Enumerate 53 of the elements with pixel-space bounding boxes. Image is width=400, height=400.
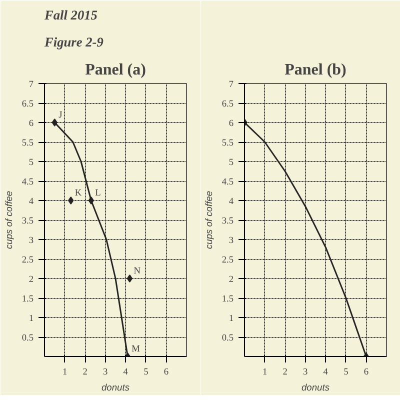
x-tick-label: 5	[344, 368, 349, 378]
y-tick-label: 1	[228, 314, 234, 324]
y-tick-label: 5	[28, 158, 34, 168]
y-axis-title: cups of coffee	[4, 190, 14, 250]
y-tick-label: 4.5	[22, 178, 34, 188]
y-tick-label: 1.5	[22, 294, 34, 304]
y-tick-label: 2.5	[22, 256, 34, 266]
x-axis-title: donuts	[301, 382, 330, 392]
text: Fall 2015	[44, 8, 98, 22]
y-tick-label: 1.5	[222, 294, 234, 304]
y-tick-label: 7	[228, 80, 234, 90]
y-tick-label: 5.5	[22, 138, 34, 148]
y-tick-label: 5	[228, 158, 234, 168]
y-tick-label: 6.5	[222, 100, 234, 110]
y-tick-label: 2	[28, 275, 34, 285]
y-tick-label: 5.5	[222, 138, 234, 148]
y-tick-label: 3.5	[22, 216, 34, 226]
y-axis-title: cups of coffee	[204, 190, 214, 250]
x-tick-label: 4	[323, 368, 328, 378]
y-tick-label: 4	[28, 197, 34, 207]
x-tick-label: 6	[164, 368, 169, 378]
y-tick-label: 3	[28, 236, 34, 246]
y-tick-label: 2.5	[222, 256, 234, 266]
annotation: L	[95, 188, 102, 198]
x-tick-label: 2	[282, 368, 288, 378]
x-tick-label: 3	[303, 368, 308, 378]
annotation: K	[74, 188, 82, 198]
x-tick-label: 3	[103, 368, 108, 378]
y-tick-label: 4.5	[222, 178, 234, 188]
y-tick-label: 1	[28, 314, 34, 324]
y-tick-label: 0.5	[22, 334, 34, 344]
chart-title: Panel (b)	[284, 62, 346, 78]
y-tick-label: 3	[228, 236, 234, 246]
x-tick-label: 4	[123, 368, 128, 378]
x-tick-label: 5	[144, 368, 149, 378]
x-tick-label: 6	[364, 368, 369, 378]
y-tick-label: 0.5	[222, 334, 234, 344]
y-tick-label: 3.5	[222, 216, 234, 226]
y-tick-label: 2	[228, 275, 234, 285]
x-tick-label: 1	[62, 368, 68, 378]
y-tick-label: 6.5	[22, 100, 34, 110]
x-tick-label: 2	[82, 368, 88, 378]
annotation: J	[58, 110, 63, 120]
chart-title: Panel (a)	[85, 62, 146, 78]
annotation: N	[134, 266, 141, 276]
y-tick-label: 4	[228, 197, 234, 207]
x-axis-title: donuts	[101, 382, 130, 392]
y-tick-label: 6	[28, 119, 34, 129]
y-tick-label: 7	[28, 80, 34, 90]
caption: Figure 2-9	[44, 34, 104, 50]
annotation: M	[132, 344, 141, 354]
y-tick-label: 6	[228, 119, 234, 129]
x-tick-label: 1	[262, 368, 268, 378]
